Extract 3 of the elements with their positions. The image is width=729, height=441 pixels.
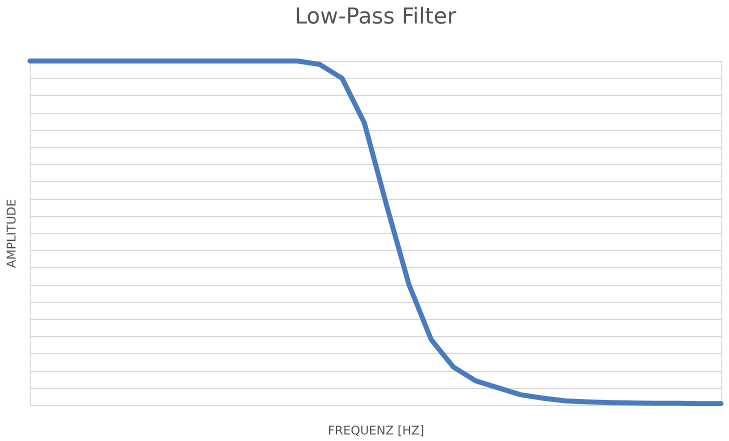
chart-title: Low-Pass Filter	[294, 4, 458, 30]
x-axis-title: FREQUENZ [HZ]	[328, 424, 424, 438]
y-axis-title: AMPLITUDE	[4, 199, 18, 268]
